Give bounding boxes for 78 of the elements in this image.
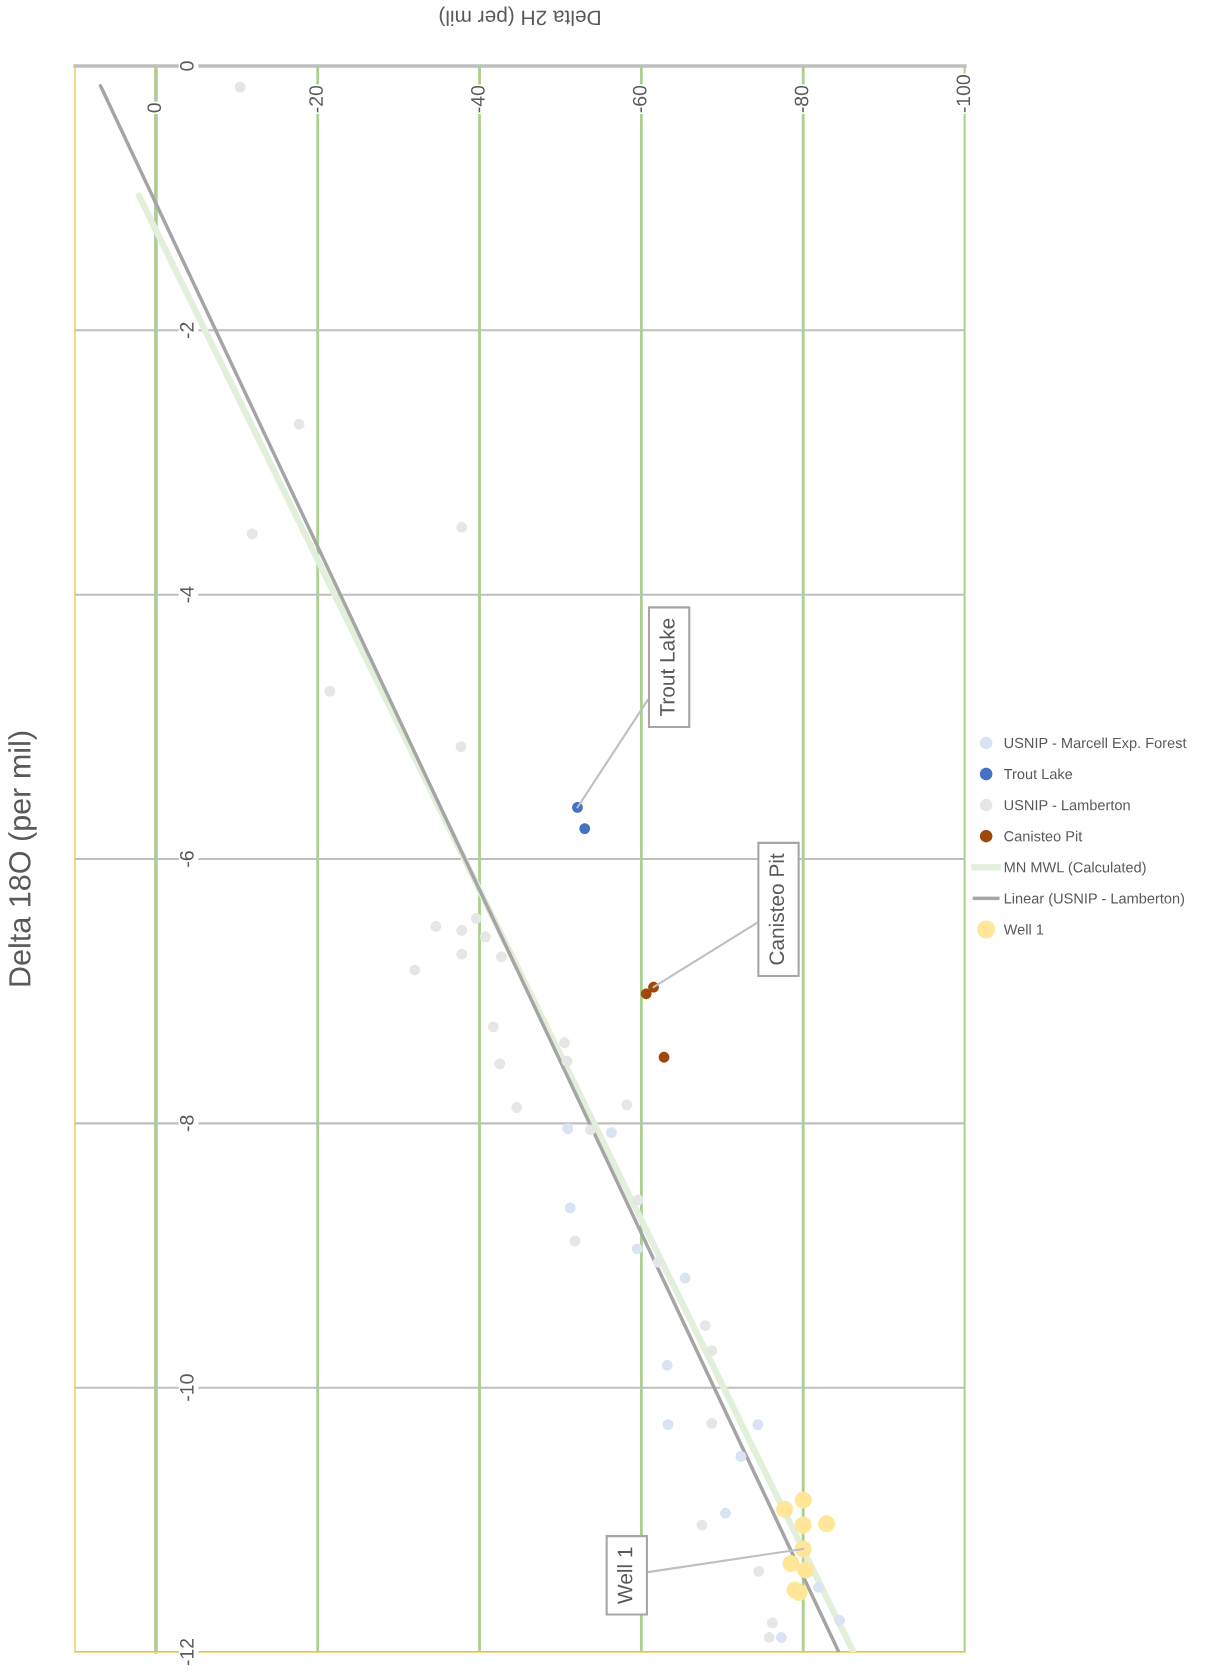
point [679,1272,691,1284]
point [790,1584,808,1602]
y-tick-label: -4 [180,586,194,603]
point [640,988,652,1000]
x-tick-label: -80 [794,85,809,113]
point [735,1451,747,1462]
legend-label: USNIP - Marcell Exp. Forest [1004,737,1187,752]
y-tick-label: -10 [179,1374,194,1401]
legend-label: Linear (USNIP - Lamberton) [1004,892,1185,907]
point [293,418,305,430]
point [606,1127,617,1138]
point [753,1566,765,1577]
point [456,948,468,960]
point [662,1419,674,1431]
x-tick-label: -60 [632,85,647,113]
point [234,81,246,93]
point [246,528,258,540]
point [818,1515,836,1533]
point [782,1554,800,1572]
legend-label: USNIP - Lamberton [1004,799,1130,811]
y-tick-label: -2 [179,322,194,339]
point [559,1037,570,1049]
point [511,1102,523,1113]
point [706,1345,718,1357]
point [569,1235,581,1247]
legend-label: Trout Lake [1003,768,1073,780]
point [752,1419,764,1431]
point [562,1123,574,1134]
point [496,951,507,963]
annotation: Canisteo Pit [768,853,785,965]
y-tick-label: -6 [179,851,194,867]
point [487,1021,499,1033]
point [409,964,421,976]
point [696,1519,708,1531]
point [632,1194,644,1206]
point [455,741,467,753]
x-tick-label: 0 [147,103,162,113]
x-tick-label: -40 [471,85,485,113]
legend-label: MN MWL (Calculated) [1004,861,1146,876]
annotation: Well 1 [617,1547,633,1604]
point [658,1051,670,1063]
y-tick-label: 0 [179,61,194,71]
point [561,1055,573,1067]
point [776,1500,794,1518]
legend-label: Canisteo Pit [1004,830,1083,842]
point [767,1617,778,1629]
point [579,823,591,834]
point [699,1320,711,1331]
point [652,1256,664,1268]
point [585,1124,596,1136]
point [794,1516,812,1534]
point [794,1491,812,1509]
point [494,1058,506,1070]
point [661,1359,673,1371]
point [456,521,468,533]
point [324,685,336,697]
y-tick-label: -12 [179,1638,194,1666]
point [834,1614,845,1626]
x-tick-label: -20 [309,85,323,113]
annotation: Trout Lake [659,618,675,717]
point [456,924,468,936]
x-axis-title: Delta 2H (per mil) [439,6,600,26]
point [621,1099,633,1111]
point [813,1581,824,1593]
y-axis-title: Delta 18O (per mil) [8,731,37,986]
legend-label: Well 1 [1003,923,1044,935]
point [564,1202,576,1214]
x-tick-label: -100 [956,75,971,113]
point [720,1507,731,1519]
point [430,921,442,932]
point [775,1632,787,1643]
point [631,1243,643,1255]
point [763,1632,775,1643]
point [797,1561,815,1579]
y-tick-label: -8 [179,1115,194,1132]
point [479,931,491,943]
point [706,1417,718,1429]
point [470,913,482,924]
